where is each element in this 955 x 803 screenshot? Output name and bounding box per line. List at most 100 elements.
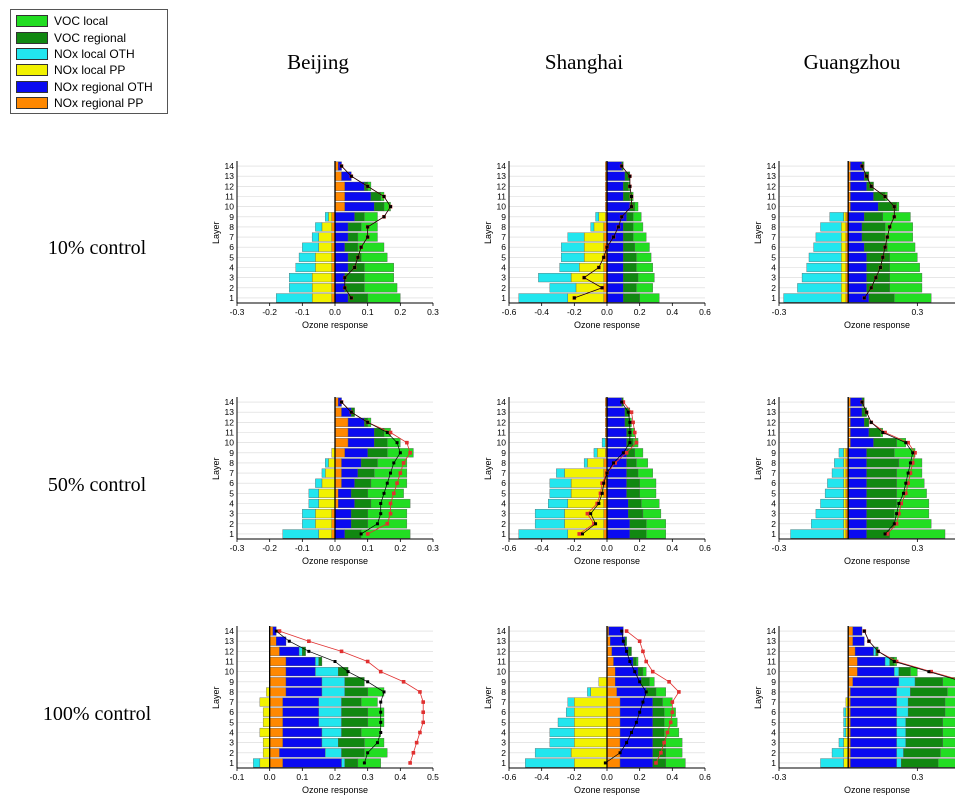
total-marker-red <box>307 639 311 644</box>
bar-segment <box>905 717 943 727</box>
total-marker <box>382 491 386 495</box>
bar-segment <box>334 212 355 222</box>
layer-tick-label: 8 <box>229 687 234 697</box>
layer-tick-label: 5 <box>771 488 776 498</box>
bar-segment <box>538 273 572 283</box>
bar-segment <box>549 478 572 488</box>
bar-segment <box>583 242 604 252</box>
bar-segment <box>334 262 349 273</box>
bar-segment <box>328 458 336 468</box>
total-marker <box>349 174 353 178</box>
x-tick-label: 0.2 <box>634 307 646 317</box>
layer-tick-label: 12 <box>767 417 777 427</box>
total-marker <box>589 512 593 516</box>
bar-segment <box>351 509 368 519</box>
bar-segment <box>848 458 867 468</box>
bar-segment <box>642 667 647 677</box>
layer-tick-label: 2 <box>229 283 234 293</box>
bar-segment <box>367 687 385 697</box>
total-marker <box>379 731 383 734</box>
layer-tick-label: 14 <box>497 161 507 171</box>
bar-segment <box>811 519 844 529</box>
layer-tick-label: 7 <box>501 468 506 478</box>
layer-tick-label: 12 <box>497 181 507 191</box>
bar-segment <box>564 509 604 519</box>
layer-tick-label: 6 <box>501 707 506 717</box>
bar-segment <box>289 283 313 293</box>
bar-segment <box>269 697 283 707</box>
layer-tick-label: 10 <box>497 438 507 448</box>
bar-segment <box>843 519 847 529</box>
bar-segment <box>623 181 629 191</box>
bar-segment <box>606 191 624 202</box>
bar-segment <box>360 697 378 707</box>
legend-swatch <box>16 15 48 28</box>
layer-tick-label: 10 <box>225 667 235 677</box>
bar-segment <box>896 488 927 498</box>
legend-item: NOx regional OTH <box>16 79 167 95</box>
bar-segment <box>848 646 856 656</box>
bar-segment <box>854 646 874 656</box>
layer-tick-label: 14 <box>225 626 235 636</box>
total-marker <box>628 660 632 663</box>
bar-segment <box>334 519 352 529</box>
layer-tick-label: 13 <box>225 636 235 646</box>
x-axis-label: Ozone response <box>844 320 910 330</box>
bar-segment <box>866 509 895 519</box>
bar-segment <box>302 242 319 252</box>
bar-segment <box>942 727 955 738</box>
bar-segment <box>549 488 572 498</box>
bar-segment <box>848 677 853 687</box>
bar-segment <box>827 478 844 488</box>
x-tick-label: -0.1 <box>230 772 245 782</box>
bar-segment <box>302 646 306 656</box>
bar-segment <box>896 202 900 212</box>
total-marker-red <box>388 430 393 435</box>
y-axis-label: Layer <box>483 686 493 709</box>
bar-segment <box>575 283 604 293</box>
bar-segment <box>896 478 925 488</box>
layer-tick-label: 12 <box>225 646 235 656</box>
total-marker <box>366 751 370 755</box>
layer-tick-label: 3 <box>229 738 234 748</box>
bar-segment <box>587 458 604 468</box>
bar-segment <box>665 748 683 758</box>
layer-tick-label: 14 <box>497 397 507 407</box>
bar-segment <box>370 478 408 488</box>
layer-tick-label: 8 <box>229 222 234 232</box>
bar-segment <box>351 519 368 529</box>
bar-segment <box>866 273 890 283</box>
bar-segment <box>360 727 381 738</box>
bar-segment <box>901 758 939 768</box>
bar-segment <box>344 687 368 697</box>
total-marker-red <box>418 730 422 735</box>
bar-segment <box>269 636 277 646</box>
total-line <box>341 401 401 535</box>
x-tick-label: 0.2 <box>634 772 646 782</box>
bar-segment <box>937 758 955 768</box>
legend-item: VOC regional <box>16 29 167 45</box>
total-marker-red <box>897 511 901 516</box>
total-marker <box>897 502 901 505</box>
total-marker-red <box>667 679 671 684</box>
layer-tick-label: 5 <box>229 488 234 498</box>
bar-segment <box>357 468 375 478</box>
bar-segment <box>850 427 870 438</box>
bar-segment <box>626 488 640 498</box>
bar-segment <box>285 687 323 697</box>
legend-label: NOx local OTH <box>54 46 135 61</box>
x-tick-label: -0.1 <box>295 543 310 553</box>
total-marker <box>382 690 386 694</box>
bar-segment <box>652 697 663 707</box>
total-marker <box>605 471 609 475</box>
total-marker <box>582 276 586 280</box>
layer-tick-label: 12 <box>225 417 235 427</box>
total-marker <box>307 649 311 653</box>
bar-segment <box>910 687 948 697</box>
bar-segment <box>567 232 585 242</box>
total-marker <box>346 670 350 674</box>
bar-segment <box>843 529 847 539</box>
bar-segment <box>364 738 385 748</box>
bar-segment <box>334 438 349 448</box>
bar-segment <box>848 212 865 222</box>
